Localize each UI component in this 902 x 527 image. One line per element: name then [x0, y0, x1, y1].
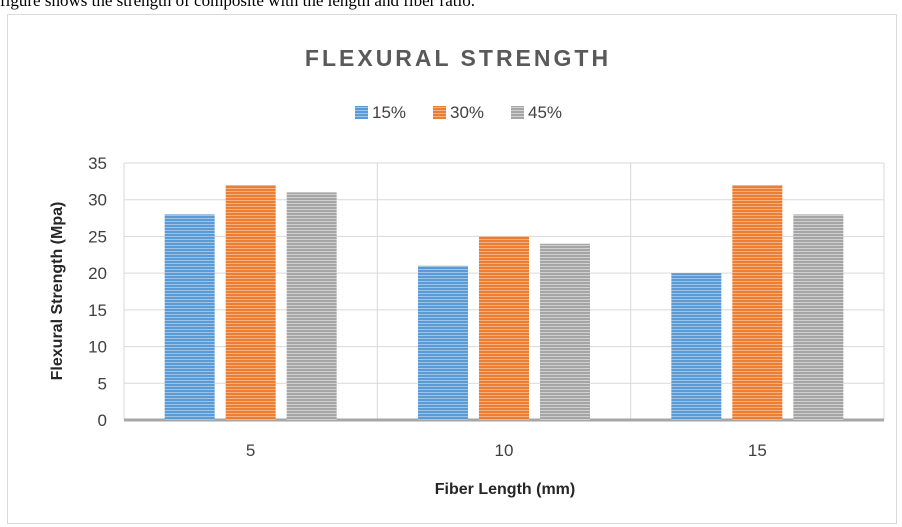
legend-label-30%: 30%: [450, 103, 484, 122]
x-axis-ticks: 5 10 15: [246, 441, 767, 460]
y-tick-label-5: 5: [98, 374, 107, 393]
bar-5-45%: [286, 192, 337, 420]
y-tick-label-20: 20: [88, 264, 107, 283]
x-tick-label-10: 10: [495, 441, 514, 460]
y-tick-label-25: 25: [88, 227, 107, 246]
bar-10-45%: [540, 243, 590, 420]
y-tick-label-0: 0: [98, 411, 107, 430]
legend-swatch-45%: [511, 106, 524, 119]
bar-5-30%: [225, 185, 276, 420]
bar-15-30%: [732, 185, 783, 420]
bar-10-30%: [479, 236, 529, 420]
y-axis-ticks: 0 5 10 15 20 25 30 35: [88, 154, 107, 430]
bar-15-15%: [671, 273, 722, 420]
legend-swatch-15%: [355, 106, 368, 119]
legend-swatch-30%: [433, 106, 446, 119]
y-tick-label-10: 10: [88, 338, 107, 357]
y-tick-label-15: 15: [88, 301, 107, 320]
x-tick-label-15: 15: [748, 441, 767, 460]
chart-title: FLEXURAL STRENGTH: [305, 45, 611, 71]
bar-10-15%: [418, 265, 468, 420]
y-axis-title: Flexural Strength (Mpa): [49, 202, 66, 381]
y-tick-label-30: 30: [88, 191, 107, 210]
legend-label-15%: 15%: [372, 103, 406, 122]
figure-caption: figure shows the strength of composite w…: [0, 0, 475, 10]
legend-label-45%: 45%: [528, 103, 562, 122]
chart-legend: 15% 30% 45%: [355, 103, 562, 122]
x-axis-title: Fiber Length (mm): [435, 481, 575, 498]
chart-bars: [164, 185, 844, 420]
x-tick-label-5: 5: [246, 441, 255, 460]
bar-5-15%: [164, 214, 215, 420]
bar-15-45%: [793, 214, 844, 420]
y-tick-label-35: 35: [88, 154, 107, 173]
